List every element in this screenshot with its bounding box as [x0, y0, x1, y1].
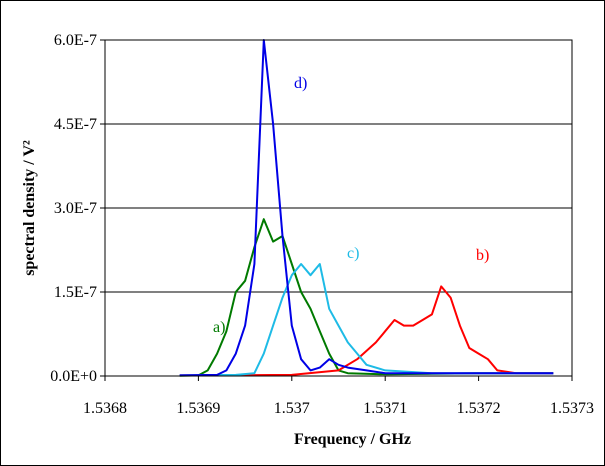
- y-tick-label: 6.0E-7: [54, 32, 97, 49]
- series-label-d: d): [294, 75, 307, 92]
- y-tick-label: 1.5E-7: [54, 284, 97, 301]
- x-tick-label: 1.537: [274, 400, 310, 417]
- x-tick-label: 1.5372: [457, 400, 501, 417]
- x-tick-label: 1.5373: [550, 400, 594, 417]
- series-line-b: [179, 285, 554, 377]
- series-label-b: b): [476, 247, 489, 264]
- y-tick-label: 3.0E-7: [54, 200, 97, 217]
- y-tick-label: 0.0E+0: [50, 368, 97, 385]
- series-labels: a) b) c) d): [213, 75, 489, 336]
- y-axis-ticks: 0.0E+0 1.5E-7 3.0E-7 4.5E-7 6.0E-7: [50, 32, 105, 385]
- x-axis-title: Frequency / GHz: [294, 431, 411, 448]
- gridlines: [105, 39, 572, 293]
- y-axis-title: spectral density / V²: [21, 140, 38, 276]
- x-tick-label: 1.5371: [363, 400, 407, 417]
- series-label-c: c): [347, 245, 359, 262]
- x-tick-label: 1.5368: [83, 400, 127, 417]
- series-lines: [179, 39, 554, 377]
- x-axis-ticks: 1.5368 1.5369 1.537 1.5371 1.5372 1.5373: [83, 376, 594, 417]
- series-label-a: a): [213, 319, 225, 336]
- series-line-d: [179, 39, 554, 377]
- y-tick-label: 4.5E-7: [54, 116, 97, 133]
- series-line-c: [179, 263, 554, 377]
- x-tick-label: 1.5369: [176, 400, 220, 417]
